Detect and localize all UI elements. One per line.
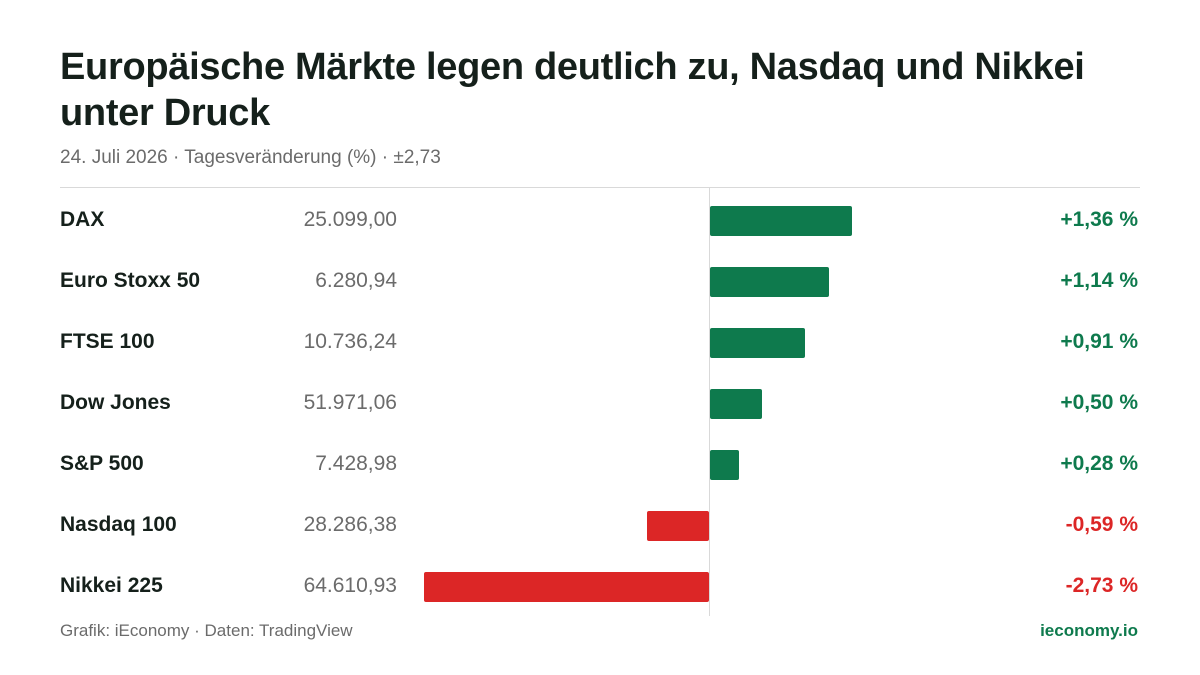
change-percent-label: +0,50 % [1060,391,1138,414]
index-level-label: 28.286,38 [303,513,397,536]
index-name-label: Nikkei 225 [60,574,163,597]
positive-bar [710,450,740,480]
chart-row: S&P 500 7.428,98 +0,28 % [0,434,1200,495]
brand-link[interactable]: ieconomy.io [1040,621,1138,640]
zero-axis-line [709,188,710,616]
change-percent-label: -2,73 % [1065,574,1138,597]
source-credit: Grafik: iEconomy · Daten: TradingView [60,621,353,640]
index-name-label: DAX [60,208,105,231]
change-percent-label: +1,36 % [1060,208,1138,231]
index-name-label: FTSE 100 [60,330,155,353]
positive-bar [710,206,852,236]
negative-bar [647,511,709,541]
index-level-label: 64.610,93 [303,574,397,597]
index-level-label: 25.099,00 [303,208,397,231]
index-name-label: S&P 500 [60,452,144,475]
positive-bar [710,389,763,419]
index-level-label: 51.971,06 [303,391,397,414]
chart-row: Nikkei 225 64.610,93 -2,73 % [0,556,1200,617]
chart-row: DAX 25.099,00 +1,36 % [0,190,1200,251]
chart-row: Euro Stoxx 50 6.280,94 +1,14 % [0,251,1200,312]
change-percent-label: +0,91 % [1060,330,1138,353]
index-name-label: Dow Jones [60,391,171,414]
change-percent-label: +1,14 % [1060,269,1138,292]
index-level-label: 7.428,98 [315,452,397,475]
positive-bar [710,267,829,297]
negative-bar [424,572,709,602]
header-divider [60,187,1140,188]
index-level-label: 6.280,94 [315,269,397,292]
chart-title: Europäische Märkte legen deutlich zu, Na… [60,46,1085,134]
index-name-label: Euro Stoxx 50 [60,269,201,292]
chart-subtitle: 24. Juli 2026 · Tagesveränderung (%) · ±… [60,147,441,168]
index-level-label: 10.736,24 [303,330,397,353]
change-percent-label: -0,59 % [1065,513,1138,536]
change-percent-label: +0,28 % [1060,452,1138,475]
chart-row: Nasdaq 100 28.286,38 -0,59 % [0,495,1200,556]
index-name-label: Nasdaq 100 [60,513,177,536]
positive-bar [710,328,805,358]
chart-row: FTSE 100 10.736,24 +0,91 % [0,312,1200,373]
chart-row: Dow Jones 51.971,06 +0,50 % [0,373,1200,434]
